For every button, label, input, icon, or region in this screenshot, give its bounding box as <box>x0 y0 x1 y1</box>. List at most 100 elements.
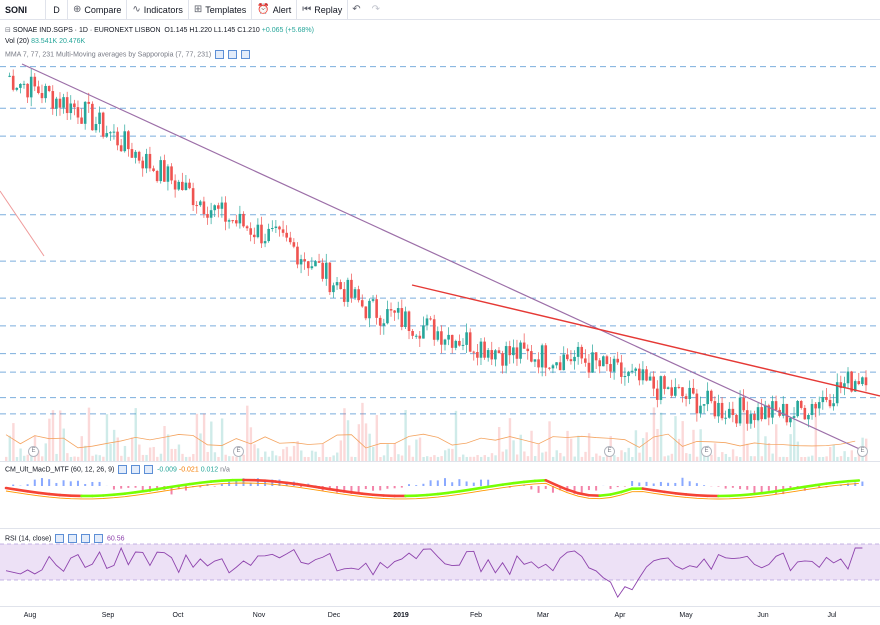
macd-line-segment <box>179 484 190 486</box>
candle-body <box>275 227 278 228</box>
volume-bar <box>444 450 446 461</box>
candle-body <box>141 161 144 169</box>
volume-bar <box>397 454 399 461</box>
candle-body <box>80 118 83 124</box>
macd-line-segment <box>373 495 384 496</box>
candle-body <box>591 352 594 372</box>
volume-bar <box>768 443 770 461</box>
volume-bar <box>732 449 734 461</box>
macd-histogram-bar <box>27 484 29 486</box>
ma-settings-button[interactable] <box>215 50 224 59</box>
macd-histogram-bar <box>48 479 50 486</box>
legend-collapse-icon[interactable]: ⊟ <box>5 27 11 34</box>
volume-bar <box>52 410 54 461</box>
macd-line-segment <box>643 489 654 491</box>
ma-remove-button[interactable] <box>241 50 250 59</box>
price-pane[interactable]: ⊟ SONAE IND.SGPS · 1D · EURONEXT LISBON … <box>0 20 880 461</box>
candle-body <box>231 220 234 221</box>
earnings-marker[interactable]: E <box>233 446 244 457</box>
compare-button[interactable]: ⊕ Compare <box>68 0 127 19</box>
macd-line-segment <box>686 494 697 495</box>
undo-button[interactable]: ↶ <box>348 0 367 19</box>
candle-body <box>796 401 799 416</box>
time-axis[interactable]: Aug Sep Oct Nov Dec 2019 Feb Mar Apr May… <box>0 606 880 625</box>
volume-bar <box>404 410 406 461</box>
volume-bar <box>502 452 504 461</box>
candle-body <box>526 349 529 351</box>
time-axis-label: May <box>679 612 692 619</box>
interval-button[interactable]: D <box>46 0 68 19</box>
volume-bar <box>386 444 388 461</box>
rsi-remove-button[interactable] <box>81 534 90 543</box>
macd-visibility-button[interactable] <box>131 465 140 474</box>
alert-button[interactable]: ⏰ Alert <box>252 0 297 19</box>
volume-bar <box>491 453 493 461</box>
macd-settings-button[interactable] <box>118 465 127 474</box>
candle-body <box>48 86 51 91</box>
macd-histogram-bar <box>12 485 14 486</box>
rsi-pane[interactable]: RSI (14, close) 60.56 <box>0 529 880 606</box>
macd-histogram-bar <box>473 483 475 486</box>
legend-change: +0.065 (+5.68%) <box>262 27 314 34</box>
macd-histogram-bar <box>523 485 525 486</box>
candle-body <box>555 362 558 365</box>
macd-pane[interactable]: CM_Ult_MacD_MTF (60, 12, 26, 9) -0.009 -… <box>0 462 880 528</box>
replay-button[interactable]: ⏮ Replay <box>297 0 348 19</box>
macd-histogram-bar <box>761 486 763 493</box>
candle-body <box>357 289 360 300</box>
macd-line-segment <box>157 487 168 489</box>
rsi-visibility-button[interactable] <box>68 534 77 543</box>
candle-body <box>588 363 591 373</box>
candle-body <box>91 104 94 130</box>
candle-body <box>206 214 209 218</box>
candle-body <box>544 345 547 367</box>
rsi-settings-button[interactable] <box>55 534 64 543</box>
candle-body <box>678 387 681 388</box>
candle-body <box>372 299 375 301</box>
macd-histogram-bar <box>545 486 547 489</box>
candle-body <box>861 377 864 384</box>
volume-bar <box>163 426 165 461</box>
volume-bar <box>207 452 209 461</box>
macd-histogram-bar <box>638 483 640 486</box>
volume-bar <box>167 434 169 461</box>
macd-remove-button[interactable] <box>144 465 153 474</box>
ma-visibility-button[interactable] <box>228 50 237 59</box>
candle-body <box>260 225 263 244</box>
earnings-marker[interactable]: E <box>604 446 615 457</box>
volume-bar <box>771 454 773 461</box>
candle-body <box>717 403 720 416</box>
earnings-marker[interactable]: E <box>701 446 712 457</box>
rsi-value: 60.56 <box>107 535 125 542</box>
redo-button[interactable]: ↷ <box>368 0 387 19</box>
rsi-more-button[interactable] <box>94 534 103 543</box>
macd-line-segment <box>254 480 265 481</box>
candle-body <box>638 369 641 381</box>
legend-open: O1.145 <box>164 27 187 34</box>
macd-line-segment <box>103 495 114 496</box>
candle-body <box>66 97 69 113</box>
volume-bar <box>253 444 255 461</box>
templates-button[interactable]: ⊞ Templates <box>189 0 252 19</box>
candle-body <box>365 306 368 318</box>
macd-histogram-bar <box>667 483 669 486</box>
volume-bar <box>340 440 342 461</box>
volume-label: Vol (20) <box>5 38 29 45</box>
volume-bar <box>178 445 180 461</box>
volume-bar <box>764 436 766 461</box>
candle-body <box>541 345 544 367</box>
candle-body <box>476 352 479 358</box>
candle-body <box>858 381 861 384</box>
earnings-marker[interactable]: E <box>28 446 39 457</box>
volume-bar <box>415 440 417 461</box>
candle-body <box>508 346 511 355</box>
volume-bar <box>131 437 133 461</box>
symbol-search[interactable]: SONI <box>0 0 46 19</box>
macd-histogram-bar <box>41 478 43 486</box>
candle-body <box>753 414 756 420</box>
replay-label: Replay <box>314 5 342 15</box>
indicators-button[interactable]: ∿ Indicators <box>127 0 188 19</box>
earnings-marker[interactable]: E <box>857 446 868 457</box>
macd-histogram-bar <box>610 486 612 489</box>
candle-body <box>800 401 803 408</box>
